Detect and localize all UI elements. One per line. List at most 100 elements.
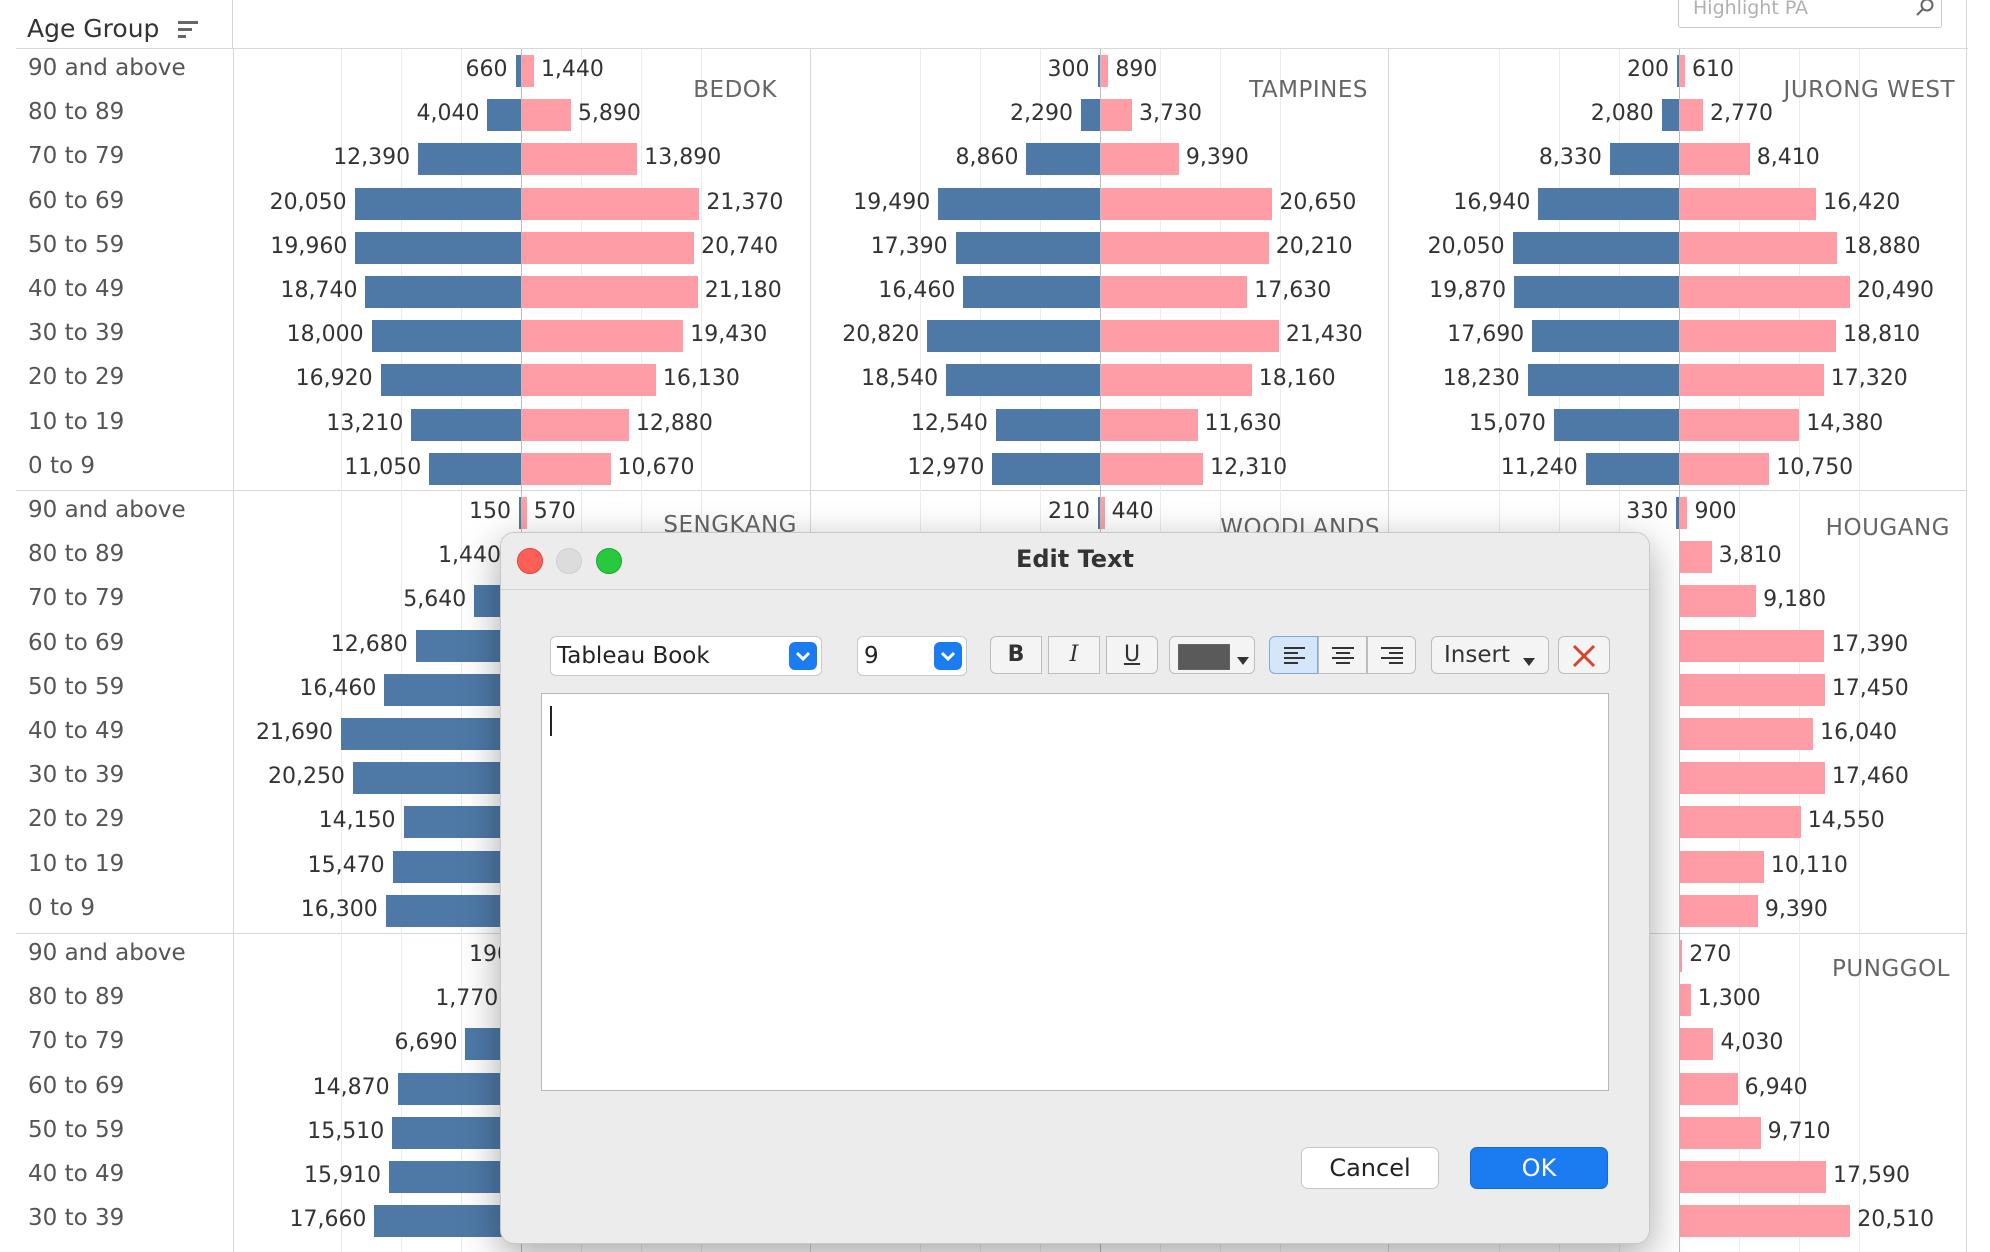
female-value-label: 14,550 bbox=[1807, 808, 1885, 834]
male-value-label: 150 bbox=[469, 499, 511, 524]
magnifier-icon[interactable] bbox=[1915, 0, 1935, 21]
female-value-label: 1,300 bbox=[1697, 986, 1761, 1012]
female-bar bbox=[1680, 850, 1764, 883]
underline-button[interactable]: U bbox=[1106, 636, 1158, 674]
gridline bbox=[401, 49, 402, 1252]
male-bar bbox=[992, 452, 1100, 485]
age-group-label: 80 to 89 bbox=[28, 541, 125, 568]
female-bar bbox=[1101, 231, 1269, 264]
male-bar bbox=[429, 452, 521, 485]
male-value-label: 18,230 bbox=[1442, 366, 1520, 392]
text-cursor bbox=[550, 706, 552, 736]
female-bar bbox=[1680, 408, 1800, 441]
male-bar bbox=[354, 187, 521, 220]
age-group-label: 80 to 89 bbox=[28, 984, 125, 1011]
female-bar bbox=[1680, 673, 1825, 706]
female-bar bbox=[522, 364, 656, 397]
band-separator bbox=[16, 490, 1966, 491]
align-center-button[interactable] bbox=[1318, 636, 1367, 674]
female-value-label: 20,740 bbox=[701, 233, 779, 259]
male-value-label: 210 bbox=[1048, 499, 1090, 524]
age-group-label: 40 to 49 bbox=[28, 276, 125, 302]
female-bar bbox=[1680, 629, 1825, 662]
male-bar bbox=[1527, 364, 1679, 397]
female-value-label: 11,630 bbox=[1204, 410, 1282, 436]
male-bar bbox=[1676, 497, 1679, 529]
dialog-title: Edit Text bbox=[1015, 545, 1135, 573]
female-bar bbox=[1101, 276, 1248, 308]
italic-button[interactable]: I bbox=[1048, 636, 1100, 674]
male-bar bbox=[1098, 497, 1100, 529]
cancel-button[interactable]: Cancel bbox=[1301, 1147, 1439, 1189]
female-value-label: 17,320 bbox=[1830, 366, 1908, 392]
age-group-label: 20 to 29 bbox=[28, 806, 125, 833]
caret-down-icon bbox=[1236, 651, 1250, 670]
female-value-label: 3,810 bbox=[1718, 543, 1782, 569]
font-family-select[interactable]: Tableau Book bbox=[550, 636, 822, 676]
female-value-label: 17,590 bbox=[1832, 1163, 1910, 1188]
age-group-label: 70 to 79 bbox=[28, 143, 125, 170]
female-value-label: 20,210 bbox=[1275, 233, 1353, 259]
male-bar bbox=[355, 231, 521, 264]
chevron-down-icon[interactable] bbox=[934, 642, 962, 670]
header-divider bbox=[232, 0, 233, 48]
female-value-label: 9,180 bbox=[1763, 587, 1827, 613]
male-bar bbox=[963, 276, 1100, 308]
align-right-button[interactable] bbox=[1367, 636, 1416, 674]
female-value-label: 9,710 bbox=[1767, 1118, 1831, 1144]
panel-title: PUNGGOL bbox=[1832, 956, 1950, 982]
male-bar bbox=[1553, 408, 1679, 441]
row-header-age-group[interactable]: Age Group bbox=[27, 14, 160, 43]
male-value-label: 16,940 bbox=[1453, 189, 1531, 215]
female-value-label: 9,390 bbox=[1764, 896, 1828, 922]
caret-down-icon bbox=[1522, 652, 1536, 671]
zoom-window-button[interactable] bbox=[596, 548, 622, 574]
male-value-label: 21,690 bbox=[256, 720, 333, 745]
chevron-down-icon[interactable] bbox=[789, 642, 817, 670]
male-value-label: 14,870 bbox=[312, 1074, 390, 1100]
view-right-border bbox=[1966, 0, 1967, 1252]
male-value-label: 16,300 bbox=[300, 896, 378, 922]
sort-descending-icon[interactable] bbox=[178, 20, 200, 44]
panel-title: TAMPINES bbox=[1249, 77, 1368, 103]
female-bar bbox=[1101, 320, 1279, 353]
male-value-label: 8,330 bbox=[1538, 145, 1602, 171]
male-bar bbox=[515, 55, 521, 87]
female-bar bbox=[1680, 806, 1801, 839]
male-value-label: 18,740 bbox=[280, 278, 358, 303]
dialog-titlebar: Edit Text bbox=[501, 533, 1649, 590]
female-value-label: 20,650 bbox=[1279, 189, 1357, 215]
male-bar bbox=[384, 673, 521, 706]
ok-button[interactable]: OK bbox=[1470, 1147, 1608, 1189]
text-color-picker[interactable] bbox=[1169, 636, 1255, 674]
age-group-label: 50 to 59 bbox=[28, 231, 125, 258]
font-family-value: Tableau Book bbox=[557, 643, 710, 669]
align-left-button[interactable] bbox=[1269, 636, 1318, 674]
female-bar bbox=[1680, 541, 1712, 574]
close-window-button[interactable] bbox=[517, 548, 543, 574]
female-value-label: 900 bbox=[1694, 499, 1737, 524]
text-editor-area[interactable] bbox=[541, 693, 1609, 1091]
male-value-label: 18,540 bbox=[861, 366, 939, 392]
male-value-label: 17,390 bbox=[870, 233, 948, 259]
female-value-label: 17,450 bbox=[1831, 675, 1909, 701]
highlight-search-input[interactable]: Highlight PA bbox=[1678, 0, 1942, 28]
female-bar bbox=[1101, 187, 1273, 220]
male-value-label: 14,150 bbox=[318, 808, 396, 834]
female-bar bbox=[1680, 320, 1837, 353]
female-bar bbox=[1680, 1028, 1714, 1061]
female-bar bbox=[522, 276, 698, 308]
female-value-label: 18,880 bbox=[1843, 233, 1921, 259]
insert-menu-button[interactable]: Insert bbox=[1431, 636, 1549, 674]
clear-formatting-button[interactable] bbox=[1558, 636, 1610, 674]
male-value-label: 15,510 bbox=[307, 1118, 385, 1144]
age-group-label: 10 to 19 bbox=[28, 850, 125, 877]
female-bar bbox=[522, 452, 611, 485]
age-group-label: 90 and above bbox=[28, 940, 186, 966]
bold-button[interactable]: B bbox=[990, 636, 1042, 674]
font-size-select[interactable]: 9 bbox=[857, 636, 967, 676]
female-value-label: 8,410 bbox=[1756, 145, 1820, 171]
male-value-label: 19,870 bbox=[1429, 278, 1507, 303]
male-bar bbox=[487, 99, 521, 132]
minimize-window-button[interactable] bbox=[556, 548, 582, 574]
